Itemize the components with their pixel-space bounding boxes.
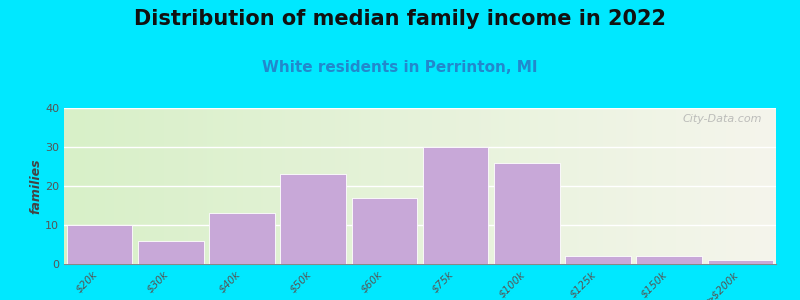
Bar — [566, 256, 630, 264]
Text: Distribution of median family income in 2022: Distribution of median family income in … — [134, 9, 666, 29]
Text: White residents in Perrinton, MI: White residents in Perrinton, MI — [262, 60, 538, 75]
Bar — [210, 213, 274, 264]
Bar — [637, 256, 702, 264]
Text: City-Data.com: City-Data.com — [682, 114, 762, 124]
Bar — [708, 260, 773, 264]
Y-axis label: families: families — [30, 158, 42, 214]
Bar — [67, 225, 132, 264]
Bar — [138, 241, 203, 264]
Bar — [423, 147, 488, 264]
Bar — [494, 163, 559, 264]
Bar — [281, 174, 346, 264]
Bar — [352, 198, 417, 264]
